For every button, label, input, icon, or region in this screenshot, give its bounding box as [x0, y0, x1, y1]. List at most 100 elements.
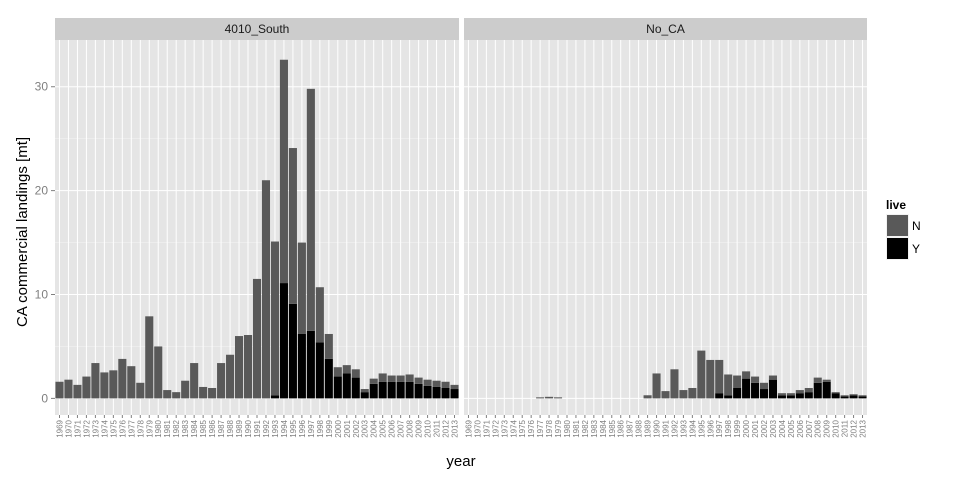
x-tick-label: 2005: [379, 419, 388, 437]
bar-N-1974: [100, 372, 109, 399]
bar-Y-2010: [831, 393, 840, 399]
bar-N-2004: [369, 378, 378, 384]
bar-Y-2000: [333, 376, 342, 399]
bar-Y-2011: [432, 386, 441, 399]
x-tick-label: 2002: [760, 419, 769, 437]
x-tick-label: 1991: [662, 419, 671, 437]
x-tick-label: 2003: [769, 419, 778, 437]
bar-N-2008: [405, 374, 414, 382]
bar-Y-2009: [822, 381, 831, 399]
x-tick-label: 2007: [397, 419, 406, 437]
x-tick-label: 1969: [464, 419, 473, 437]
bar-Y-1996: [297, 333, 306, 399]
legend-key-Y: [887, 238, 908, 259]
y-tick-label: 30: [35, 80, 49, 94]
x-tick-label: 1993: [271, 419, 280, 437]
x-tick-label: 1992: [262, 419, 271, 437]
legend-label-Y: Y: [912, 242, 920, 256]
bar-N-2000: [333, 367, 342, 377]
bar-N-2004: [777, 393, 786, 396]
facet-strip-label: 4010_South: [225, 22, 290, 36]
x-tick-label: 2003: [361, 419, 370, 437]
x-axis-title: year: [446, 453, 475, 470]
x-tick-label: 1994: [280, 419, 289, 437]
legend: live NY: [886, 198, 921, 260]
bar-N-1997: [715, 359, 724, 394]
x-tick-label: 1995: [697, 419, 706, 437]
bar-N-1978: [136, 382, 145, 399]
bar-Y-1998: [315, 342, 324, 399]
x-tick-label: 2008: [406, 419, 415, 437]
bar-Y-2002: [759, 389, 769, 399]
bar-Y-2012: [441, 387, 450, 399]
bar-N-1998: [724, 374, 733, 396]
x-tick-label: 1976: [527, 419, 536, 437]
x-tick-label: 2011: [841, 419, 850, 437]
bar-N-1994: [688, 387, 697, 399]
bar-N-2002: [351, 369, 360, 378]
bar-N-2001: [751, 376, 760, 383]
bar-N-2008: [813, 377, 822, 383]
bar-Y-1997: [715, 393, 724, 399]
x-tick-label: 2010: [424, 419, 433, 437]
bar-N-2001: [342, 365, 351, 374]
x-tick-label: 1979: [554, 419, 563, 437]
legend-key-N: [887, 215, 908, 236]
x-tick-label: 1981: [572, 419, 581, 437]
bar-Y-2010: [423, 385, 432, 399]
x-tick-label: 2006: [796, 419, 805, 437]
x-tick-label: 2012: [442, 419, 451, 437]
x-tick-label: 1997: [307, 419, 316, 437]
bar-N-1995: [288, 148, 297, 304]
x-tick-label: 1990: [653, 419, 662, 437]
bar-Y-2012: [849, 395, 858, 399]
bar-N-1970: [64, 379, 73, 399]
bar-N-1978: [545, 396, 554, 399]
x-tick-label: 1978: [545, 419, 554, 437]
x-tick-label: 1991: [253, 419, 262, 437]
bar-N-1995: [697, 350, 706, 399]
bar-N-2003: [768, 375, 777, 380]
bar-N-2012: [849, 394, 858, 396]
bar-N-1999: [733, 375, 742, 388]
bar-N-1985: [199, 386, 208, 399]
bar-Y-2004: [777, 395, 786, 399]
bar-N-1992: [670, 369, 679, 399]
bar-N-1991: [252, 278, 262, 399]
x-tick-label: 1989: [235, 419, 244, 437]
x-tick-label: 1976: [118, 419, 127, 437]
x-tick-label: 2000: [334, 419, 343, 437]
x-tick-label: 2008: [814, 419, 823, 437]
bar-N-2002: [759, 382, 769, 390]
bar-N-1977: [127, 366, 136, 399]
x-tick-label: 1977: [127, 419, 136, 437]
bar-Y-2013: [450, 389, 459, 399]
x-tick-label: 1978: [136, 419, 145, 437]
x-tick-label: 1988: [635, 419, 644, 437]
bar-Y-2002: [351, 377, 360, 399]
x-tick-label: 1972: [82, 419, 91, 437]
x-tick-label: 1990: [244, 419, 253, 437]
bar-Y-2013: [858, 396, 867, 399]
bar-N-2006: [795, 390, 804, 394]
bar-N-2010: [423, 379, 432, 386]
bar-N-1969: [55, 381, 64, 399]
x-tick-label: 2009: [415, 419, 424, 437]
x-tick-label: 1971: [482, 419, 491, 437]
bar-N-1986: [208, 387, 217, 399]
bar-N-1991: [661, 391, 670, 399]
bar-Y-2008: [813, 382, 822, 399]
bar-N-1971: [73, 384, 82, 399]
bar-N-2011: [432, 380, 441, 387]
facet-strip: [464, 18, 867, 40]
bar-Y-1993: [270, 395, 279, 399]
bar-Y-2003: [768, 379, 777, 399]
bar-N-2013: [450, 384, 459, 390]
x-tick-label: 2013: [451, 419, 460, 437]
bar-N-1994: [279, 59, 288, 284]
x-tick-label: 1986: [208, 419, 217, 437]
bar-N-2005: [378, 373, 387, 382]
x-tick-label: 1992: [670, 419, 679, 437]
